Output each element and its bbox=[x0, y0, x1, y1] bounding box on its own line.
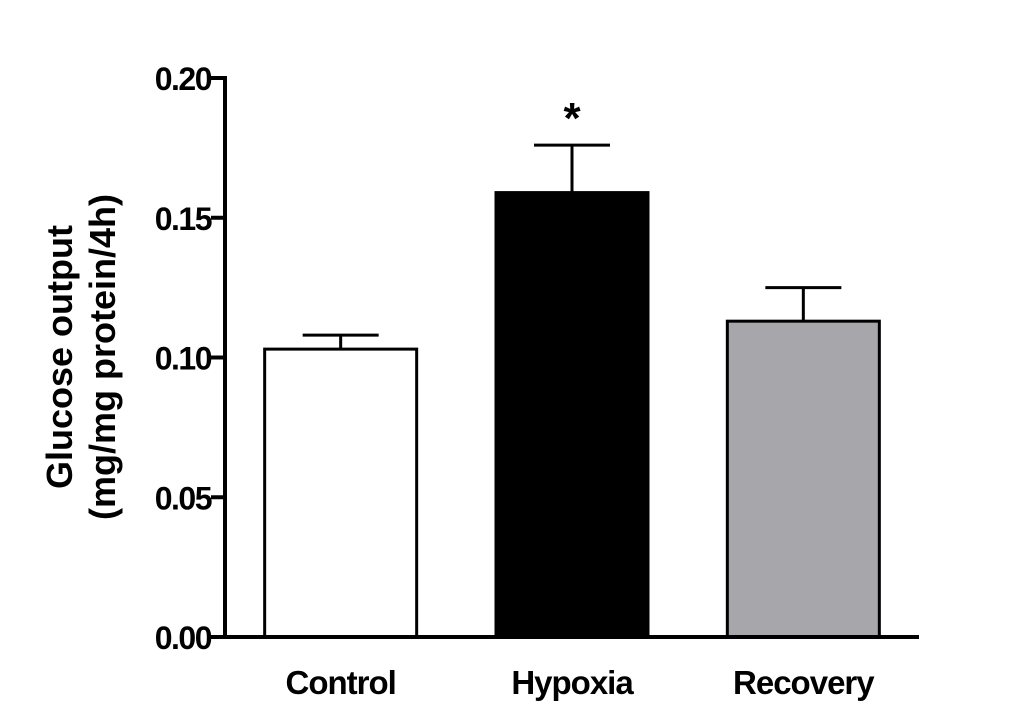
category-label: Recovery bbox=[733, 664, 875, 701]
y-axis-title: Glucose output (mg/mg protein/4h) bbox=[39, 194, 123, 520]
category-label: Hypoxia bbox=[511, 664, 634, 701]
y-tick-label: 0.15 bbox=[155, 201, 212, 237]
bar-recovery bbox=[725, 319, 881, 639]
bars bbox=[263, 191, 881, 639]
category-label: Control bbox=[286, 664, 396, 701]
significance-markers: * bbox=[563, 94, 581, 143]
bar-control bbox=[263, 347, 419, 639]
y-tick-label: 0.00 bbox=[155, 620, 212, 656]
significance-asterisk: * bbox=[563, 94, 581, 143]
y-ticks: 0.00 0.05 0.10 0.15 0.20 bbox=[155, 61, 225, 656]
y-tick-label: 0.10 bbox=[155, 341, 212, 377]
y-tick-label: 0.20 bbox=[155, 61, 212, 97]
error-bars bbox=[302, 143, 842, 350]
y-axis-title-line2: (mg/mg protein/4h) bbox=[82, 194, 123, 520]
bar-hypoxia bbox=[494, 191, 650, 639]
y-tick-label: 0.05 bbox=[155, 480, 212, 516]
category-labels: Control Hypoxia Recovery bbox=[286, 664, 877, 701]
y-axis-title-line1: Glucose output bbox=[39, 225, 80, 489]
